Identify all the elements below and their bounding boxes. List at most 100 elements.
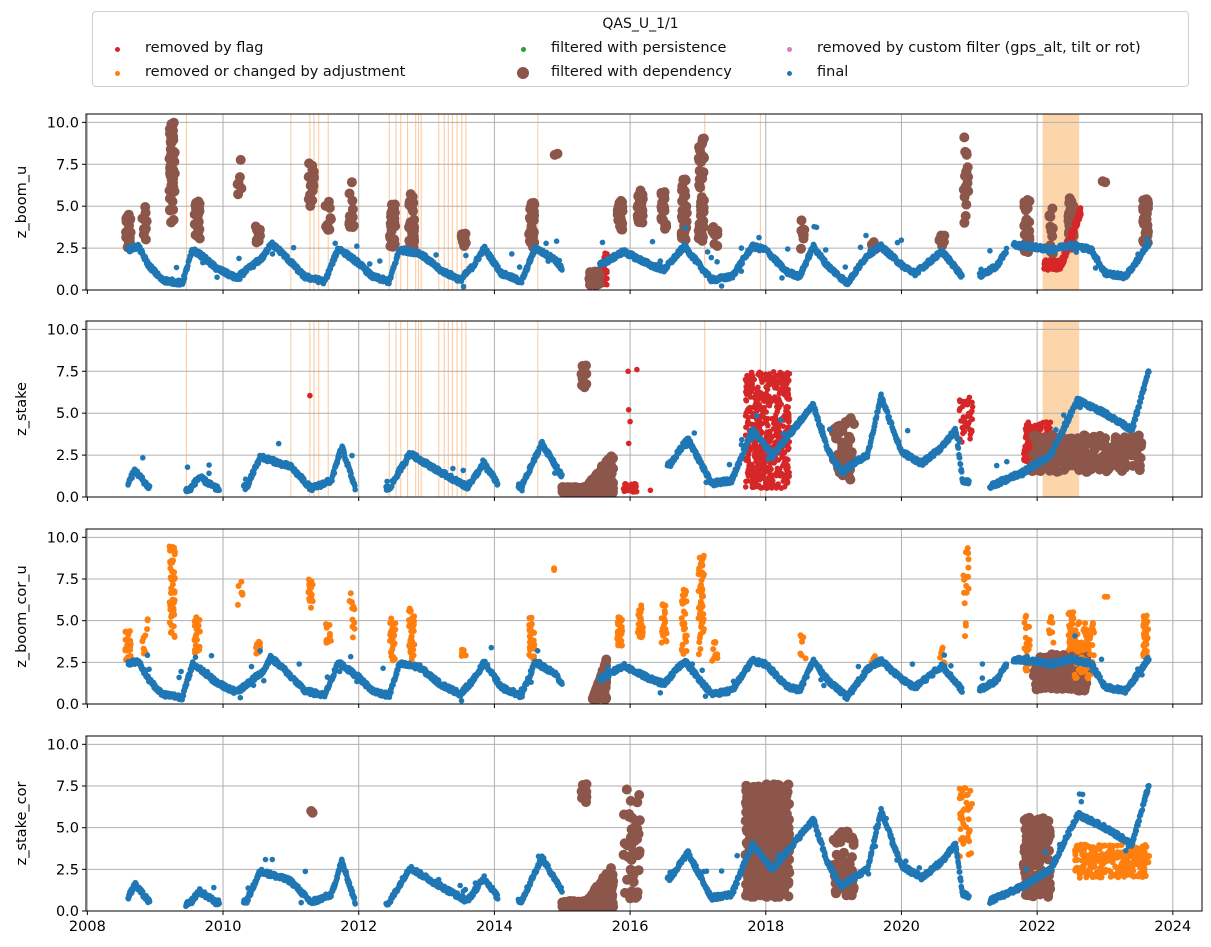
flag-point: [752, 479, 759, 486]
flag-point: [744, 372, 750, 379]
flag-point: [1050, 264, 1056, 271]
axes-frame: [85, 113, 1203, 291]
flag-point: [1022, 443, 1028, 450]
dependency-point: [1072, 433, 1083, 444]
flag-point: [766, 401, 772, 408]
flag-point: [743, 397, 749, 403]
dependency-point: [962, 162, 973, 173]
flag-point: [755, 472, 762, 478]
final-point: [1135, 251, 1141, 257]
final-point: [173, 264, 180, 271]
flag-point: [785, 392, 792, 399]
dependency-point: [660, 220, 671, 231]
flag-point: [767, 433, 774, 440]
dependency-point: [1024, 226, 1035, 237]
y-axis-label: z_boom_u: [14, 166, 30, 238]
flag-point: [753, 393, 759, 399]
flag-point: [1022, 425, 1029, 432]
dependency-point: [308, 181, 319, 191]
final-point: [894, 239, 901, 246]
final-point: [543, 240, 549, 247]
final-point: [857, 244, 864, 251]
final-point: [1103, 267, 1109, 274]
dependency-point: [1024, 196, 1035, 207]
dependency-point: [659, 191, 670, 202]
dependency-point: [140, 234, 151, 245]
dependency-point: [405, 199, 416, 210]
flag-point: [753, 405, 759, 412]
flag-point: [967, 431, 974, 438]
flag-point: [743, 410, 750, 416]
final-point: [714, 259, 720, 265]
dependency-point: [1051, 466, 1062, 477]
dependency-point: [165, 204, 176, 215]
final-point: [756, 234, 762, 241]
dependency-point: [1046, 225, 1057, 236]
plot-panel-z-stake: 0.02.55.07.510.0z_stake: [14, 320, 1203, 506]
dependency-point: [963, 172, 974, 182]
final-point: [839, 274, 846, 280]
dependency-point: [635, 195, 646, 206]
flag-point: [757, 418, 763, 425]
dependency-point: [408, 225, 419, 236]
y-tick-label: 2.5: [56, 241, 79, 257]
dependency-point: [1031, 430, 1042, 441]
dependency-point: [710, 229, 721, 239]
flag-point: [781, 484, 788, 490]
flag-point: [758, 390, 764, 396]
flag-point: [786, 424, 792, 430]
flag-point: [758, 484, 765, 491]
flag-point: [1070, 229, 1076, 236]
dependency-point: [679, 216, 690, 227]
final-point: [738, 268, 745, 275]
flag-point: [747, 447, 754, 453]
flag-point: [775, 457, 782, 463]
dependency-point: [1047, 203, 1058, 214]
dependency-point: [593, 474, 604, 485]
dependency-point: [1064, 459, 1075, 470]
flag-point: [625, 368, 631, 375]
final-point: [599, 239, 606, 246]
flag-point: [763, 420, 769, 426]
plot-area: [86, 321, 1202, 497]
final-point: [214, 274, 220, 281]
dependency-point: [1044, 211, 1055, 222]
flag-point: [777, 388, 783, 395]
final-point: [553, 238, 560, 244]
dependency-point: [1064, 195, 1075, 206]
flag-point: [748, 388, 754, 394]
dependency-point: [656, 212, 667, 223]
flag-point: [743, 457, 749, 464]
dependency-point: [678, 197, 688, 208]
final-point: [978, 266, 984, 273]
flag-point: [784, 478, 791, 484]
dependency-point: [677, 205, 688, 216]
dependency-point: [139, 215, 150, 225]
flag-point: [966, 419, 972, 426]
flag-point: [756, 425, 763, 431]
dependency-point: [232, 179, 243, 190]
dependency-point: [1058, 441, 1069, 452]
flag-point: [785, 473, 792, 480]
flag-point: [755, 461, 761, 467]
dependency-point: [524, 229, 535, 240]
dependency-point: [846, 449, 857, 460]
final-point: [1003, 245, 1010, 252]
flag-point: [1025, 439, 1031, 445]
flag-point: [767, 379, 773, 385]
flag-point: [776, 404, 782, 411]
flag-point: [1073, 223, 1080, 230]
dependency-point: [140, 223, 151, 234]
dependency-point: [696, 170, 707, 181]
dependency-point: [695, 182, 706, 193]
flag-point: [1021, 456, 1027, 463]
dependency-point: [635, 212, 646, 223]
final-point: [545, 258, 551, 264]
dependency-point: [936, 230, 947, 241]
final-point: [463, 252, 469, 259]
flag-point: [764, 386, 771, 393]
flag-point: [1074, 216, 1080, 222]
dependency-point: [1124, 447, 1135, 458]
final-point: [200, 259, 206, 266]
flag-point: [746, 462, 753, 469]
